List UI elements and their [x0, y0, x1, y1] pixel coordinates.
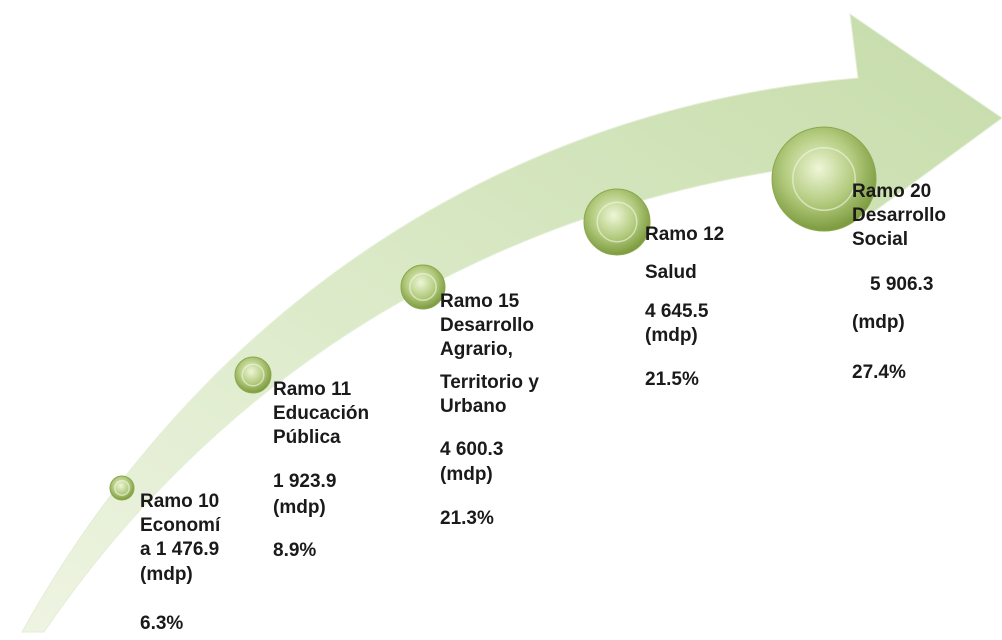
- item-label: 27.4%: [852, 362, 906, 383]
- item-label: Urbano: [440, 396, 507, 417]
- item-label: Educación: [273, 403, 369, 424]
- item-label: (mdp): [645, 325, 698, 346]
- item-label: Desarrollo: [852, 205, 946, 226]
- item-label: Ramo 15: [440, 291, 520, 312]
- item-label: 4 645.5: [645, 301, 709, 322]
- item-label: a 1 476.9: [140, 539, 219, 560]
- diagram: Ramo 10 Economí a 1 476.9 (mdp) 6.3% Ramo 11 E…: [0, 0, 1002, 635]
- item-label: Economí: [140, 515, 221, 536]
- item-label: 21.5%: [645, 369, 699, 390]
- item-label: (mdp): [140, 564, 193, 585]
- item-label: 6.3%: [140, 613, 183, 634]
- item-label: Ramo 10: [140, 491, 219, 512]
- item-label: Social: [852, 229, 908, 250]
- item-label: Pública: [273, 427, 341, 448]
- item-label: 8.9%: [273, 540, 316, 561]
- item-label: Ramo 12: [645, 224, 724, 245]
- item-label: 5 906.3: [870, 274, 933, 295]
- bullet: [584, 189, 650, 255]
- bullet: [235, 357, 271, 393]
- item-label: Agrario,: [440, 339, 513, 360]
- item-label: 21.3%: [440, 508, 494, 529]
- bullet: [110, 476, 134, 500]
- item-label: Ramo 20: [852, 181, 931, 202]
- item-label: 1 923.9: [273, 471, 336, 492]
- item-label: Salud: [645, 262, 697, 283]
- item-label: Territorio y: [440, 372, 539, 393]
- item-label: Desarrollo: [440, 315, 534, 336]
- item-label: (mdp): [852, 312, 905, 333]
- item-label: (mdp): [440, 464, 493, 485]
- item-label: (mdp): [273, 497, 326, 518]
- item-label: 4 600.3: [440, 439, 503, 460]
- bullet: [401, 265, 445, 309]
- item-label: Ramo 11: [273, 379, 352, 400]
